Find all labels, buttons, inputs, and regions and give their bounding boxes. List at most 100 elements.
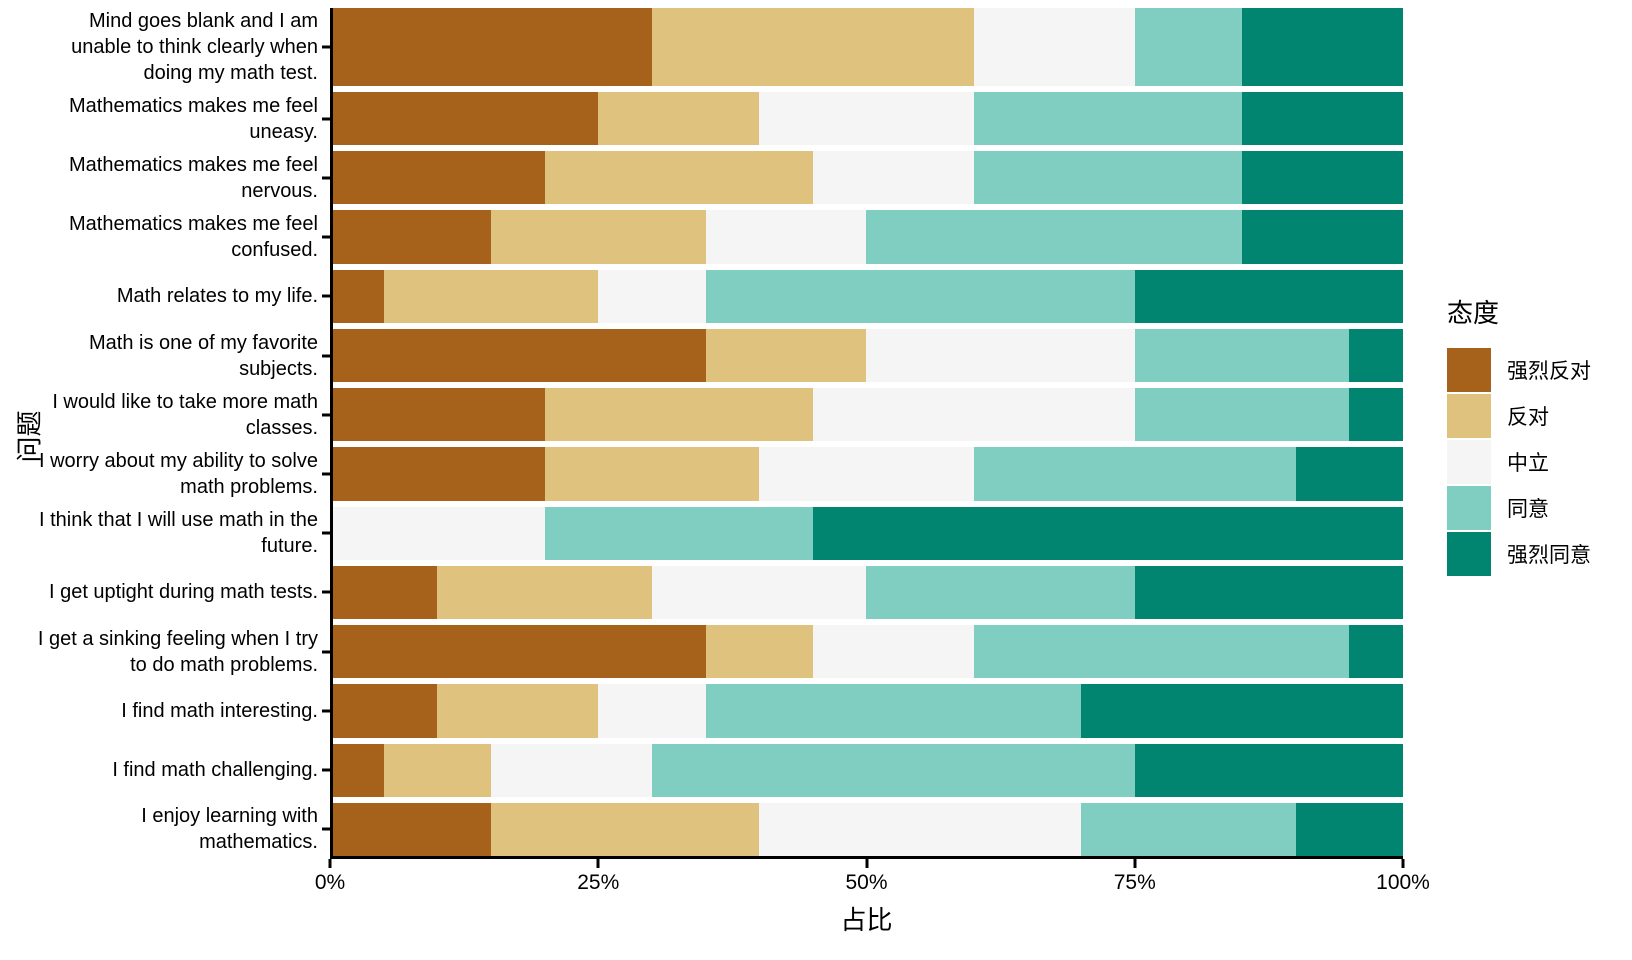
bar-segment <box>1242 92 1403 146</box>
bar-segment <box>812 151 974 205</box>
bar-segment <box>330 328 706 383</box>
x-tick-mark <box>328 859 332 868</box>
category-label: I get a sinking feeling when I try to do… <box>37 627 318 676</box>
bar-segment <box>705 328 867 383</box>
category-label: Mind goes blank and I am unable to think… <box>71 10 318 84</box>
bar-segment <box>651 743 1135 797</box>
y-axis-tick <box>322 472 331 476</box>
x-tick-label: 25% <box>577 871 620 894</box>
bar-segment <box>1134 8 1243 86</box>
stacked-bar <box>330 92 1403 146</box>
x-tick-label: 100% <box>1376 871 1430 894</box>
bar-segment <box>812 388 1135 442</box>
category-label: I think that I will use math in the futu… <box>38 509 318 558</box>
legend-item-label: 强烈同意 <box>1507 544 1591 567</box>
bar-segment <box>330 625 706 679</box>
bar-row: Mathematics makes me feel nervous. <box>30 151 1403 205</box>
y-axis-tick <box>322 531 331 535</box>
stacked-bar <box>330 684 1403 738</box>
bar-segment <box>330 506 545 560</box>
stacked-bar <box>330 388 1403 442</box>
bar-segment <box>330 388 545 442</box>
y-axis-tick <box>322 294 331 298</box>
bar-segment <box>1134 388 1350 442</box>
stacked-bar <box>330 802 1403 857</box>
bar-segment <box>973 447 1296 501</box>
x-axis-line <box>330 856 1403 859</box>
x-tick-mark <box>1133 859 1137 868</box>
bar-segment <box>490 210 706 264</box>
y-axis-tick <box>322 650 331 654</box>
stacked-bar <box>330 8 1403 86</box>
y-axis-tick <box>322 590 331 594</box>
stacked-bar <box>330 328 1403 383</box>
legend-swatch <box>1447 532 1491 576</box>
category-label: I get uptight during math tests. <box>48 581 318 604</box>
legend-title: 态度 <box>1447 298 1500 328</box>
bar-segment <box>1295 802 1403 857</box>
bar-segment <box>973 8 1135 86</box>
category-label: I find math interesting. <box>121 699 318 722</box>
bar-segment <box>1349 328 1403 383</box>
bar-segment <box>866 210 1243 264</box>
bar-segment <box>330 802 491 857</box>
legend-item: 中立 <box>1447 440 1591 484</box>
x-tick-label: 0% <box>314 871 346 894</box>
bar-segment <box>330 269 384 323</box>
bar-row: I find math interesting. <box>30 684 1403 738</box>
bar-segment <box>973 625 1350 679</box>
bar-segment <box>544 447 760 501</box>
bar-row: I would like to take more math classes. <box>30 388 1403 442</box>
stacked-bar <box>330 269 1403 323</box>
stacked-bar <box>330 210 1403 264</box>
legend: 态度 强烈反对 反对 中立 同意 强烈同意 <box>1447 293 1591 578</box>
stacked-bar <box>330 447 1403 501</box>
bar-segment <box>1242 151 1403 205</box>
x-tick-label: 75% <box>1113 871 1156 894</box>
y-axis-line <box>330 8 333 859</box>
legend-swatch <box>1447 486 1491 530</box>
x-axis-title: 占比 <box>840 905 893 935</box>
x-tick-mark <box>865 859 868 868</box>
bar-segment <box>705 684 1082 738</box>
bar-row: I get a sinking feeling when I try to do… <box>30 625 1403 679</box>
bar-segment <box>330 151 545 205</box>
bar-segment <box>330 565 438 620</box>
legend-swatch <box>1447 394 1491 438</box>
bar-segment <box>383 743 491 797</box>
category-label: I would like to take more math classes. <box>52 390 318 439</box>
bar-segment <box>330 743 384 797</box>
bar-segment <box>705 269 1135 323</box>
bar-segment <box>1134 565 1403 620</box>
bar-segment <box>651 8 974 86</box>
bar-segment <box>598 92 760 146</box>
bar-segment <box>759 92 974 146</box>
bar-row: I think that I will use math in the futu… <box>30 506 1403 560</box>
category-label: Math is one of my favorite subjects. <box>89 331 318 380</box>
bar-segment <box>544 506 813 560</box>
legend-swatch <box>1447 348 1491 392</box>
x-tick-mark <box>596 859 600 868</box>
legend-swatch <box>1447 440 1491 484</box>
bar-segment <box>544 151 813 205</box>
bar-segment <box>490 802 760 857</box>
legend-item-label: 中立 <box>1507 452 1549 475</box>
bar-segment <box>437 684 599 738</box>
bar-segment <box>973 151 1243 205</box>
bar-segment <box>705 210 867 264</box>
bar-segment <box>651 565 867 620</box>
category-label: I find math challenging. <box>112 759 318 782</box>
bar-segment <box>866 565 1135 620</box>
stacked-bar <box>330 743 1403 797</box>
bar-segment <box>759 802 1082 857</box>
stacked-bar <box>330 506 1403 560</box>
bar-row: I enjoy learning with mathematics. <box>30 802 1403 857</box>
bar-segment <box>330 8 652 86</box>
bar-segment <box>1081 802 1296 857</box>
bar-segment <box>330 684 438 738</box>
bar-segment <box>1242 210 1403 264</box>
y-axis-tick <box>322 709 331 713</box>
bar-segment <box>544 388 813 442</box>
y-axis-tick <box>322 117 331 121</box>
